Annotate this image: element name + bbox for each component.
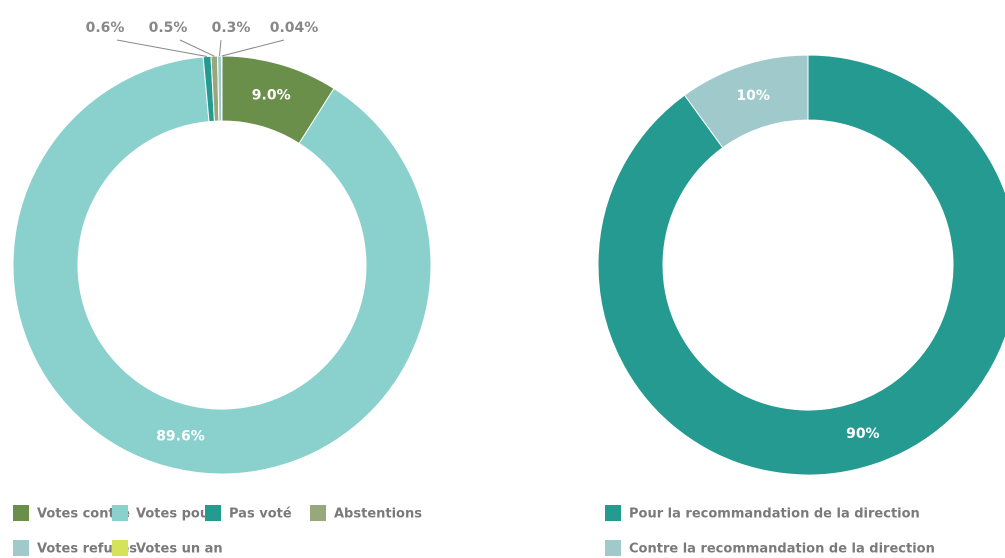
legend-label: Pour la recommandation de la direction [629,507,920,522]
legend-label: Votes pour [136,507,216,522]
legend-swatch [13,505,29,521]
value-label: 0.04% [270,20,319,36]
donut-slice [12,56,432,475]
legend-swatch [112,505,128,521]
leader-line [179,39,215,57]
legend-label: Pas voté [229,507,292,522]
legend-label: Votes un an [136,542,223,557]
legend-label: Votes contre [37,507,130,522]
donut-slice [683,54,809,149]
leader-line [116,39,208,58]
legend-swatch [605,505,621,521]
value-label: 9.0% [252,88,291,104]
legend-swatch [605,540,621,556]
value-label: 0.6% [86,20,125,36]
leader-line [219,39,222,57]
value-label: 10% [736,88,770,104]
legend-swatch [310,505,326,521]
value-label: 0.5% [149,20,188,36]
value-label: 90% [846,426,880,442]
legend-swatch [112,540,128,556]
donut-slice [597,54,1005,476]
legend-label: Contre la recommandation de la direction [629,542,935,557]
value-label: 0.3% [212,20,251,36]
legend-label: Abstentions [334,507,422,522]
legend-swatch [205,505,221,521]
donut-slice [220,55,223,122]
legend-swatch [13,540,29,556]
leader-line [221,39,285,57]
value-label: 89.6% [156,429,205,445]
